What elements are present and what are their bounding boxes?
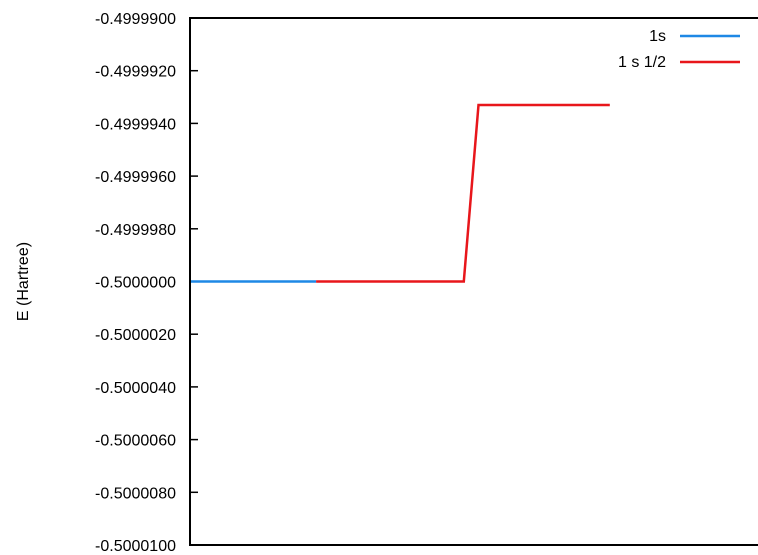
- legend: 1s 1 s 1/2: [618, 28, 740, 71]
- y-tick-label: -0.5000060: [95, 433, 176, 450]
- y-tick-label: -0.5000040: [95, 380, 176, 397]
- y-tick-label: -0.5000020: [95, 327, 176, 344]
- series-line: [316, 103, 610, 283]
- plot-area: [190, 103, 610, 283]
- y-tick-label: -0.4999900: [95, 11, 176, 28]
- plot-frame: [189, 17, 758, 546]
- y-axis: -0.4999900 -0.4999920 -0.4999940 -0.4999960…: [95, 11, 198, 555]
- legend-label: 1 s 1/2: [618, 54, 666, 71]
- y-tick-label: -0.5000100: [95, 538, 176, 555]
- y-tick-label: -0.4999980: [95, 222, 176, 239]
- y-axis-label: E (Hartree): [15, 242, 32, 321]
- legend-label: 1s: [649, 28, 666, 45]
- y-tick-label: -0.5000080: [95, 485, 176, 502]
- y-tick-label: -0.4999920: [95, 64, 176, 81]
- y-tick-label: -0.4999960: [95, 169, 176, 186]
- y-tick-label: -0.4999940: [95, 116, 176, 133]
- y-tick-label: -0.5000000: [95, 275, 176, 292]
